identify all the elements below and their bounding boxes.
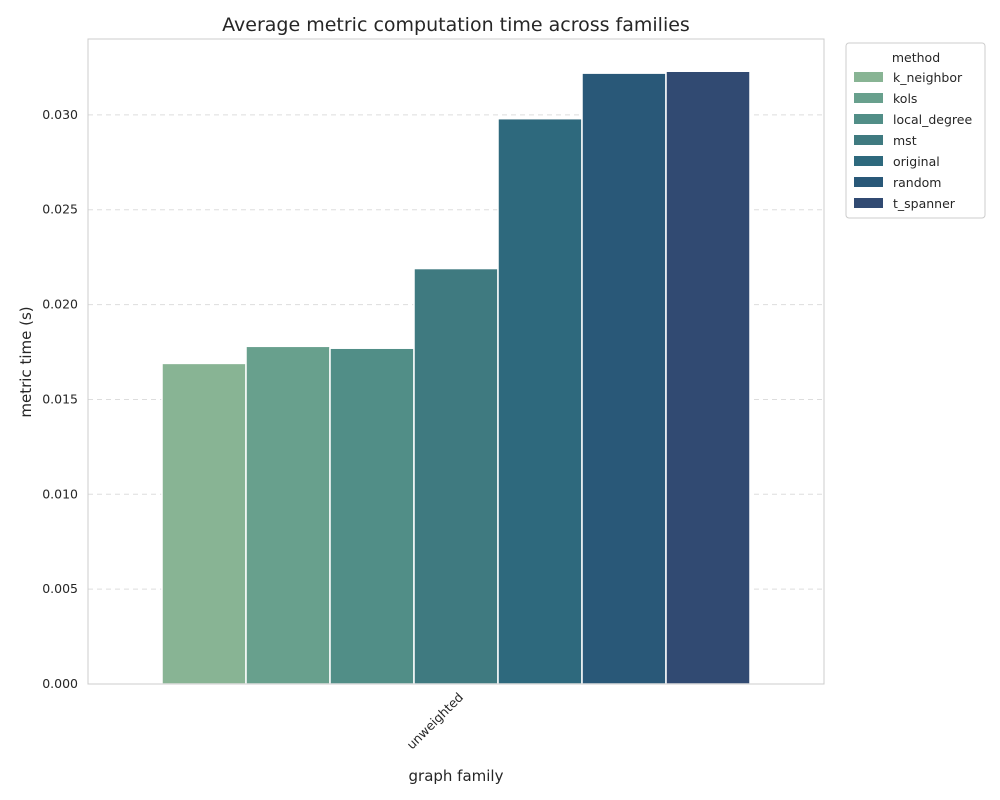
bar-random xyxy=(581,72,667,685)
bars xyxy=(161,70,751,685)
legend-item-label: random xyxy=(893,175,941,190)
legend-swatch xyxy=(854,93,883,103)
y-tick-label: 0.030 xyxy=(42,107,78,122)
legend-item-label: kols xyxy=(893,91,917,106)
legend-item-label: original xyxy=(893,154,940,169)
plot-frame xyxy=(87,38,825,685)
chart-title: Average metric computation time across f… xyxy=(222,14,690,36)
y-tick-label: 0.015 xyxy=(42,391,78,406)
legend-swatch xyxy=(854,198,883,208)
y-tick-label: 0.010 xyxy=(42,486,78,501)
legend-swatch xyxy=(854,114,883,124)
legend-swatch xyxy=(854,177,883,187)
x-axis-label: graph family xyxy=(409,767,504,785)
bar-t-spanner xyxy=(665,70,751,685)
legend-item-label: t_spanner xyxy=(893,196,956,211)
legend-swatch xyxy=(854,156,883,166)
legend-frame xyxy=(845,42,986,219)
bar-mst xyxy=(413,267,499,685)
legend-title: method xyxy=(892,50,940,65)
x-axis-ticks: unweighted xyxy=(403,690,466,753)
legend-item-label: k_neighbor xyxy=(893,70,963,85)
bar-local-degree xyxy=(329,347,415,685)
y-axis-label: metric time (s) xyxy=(17,306,35,417)
bar-k-neighbor xyxy=(161,362,247,685)
bar-kols xyxy=(245,345,331,685)
y-axis-ticks: 0.000 0.005 0.010 0.015 0.020 0.025 0.030 xyxy=(42,107,78,691)
y-tick-label: 0.020 xyxy=(42,297,78,312)
legend-swatch xyxy=(854,135,883,145)
y-tick-label: 0.025 xyxy=(42,202,78,217)
y-tick-label: 0.005 xyxy=(42,581,78,596)
bar-original xyxy=(497,117,583,685)
legend-item-label: mst xyxy=(893,133,917,148)
legend-swatch xyxy=(854,72,883,82)
y-tick-label: 0.000 xyxy=(42,676,78,691)
legend-item-label: local_degree xyxy=(893,112,972,127)
x-tick-label: unweighted xyxy=(403,690,466,753)
